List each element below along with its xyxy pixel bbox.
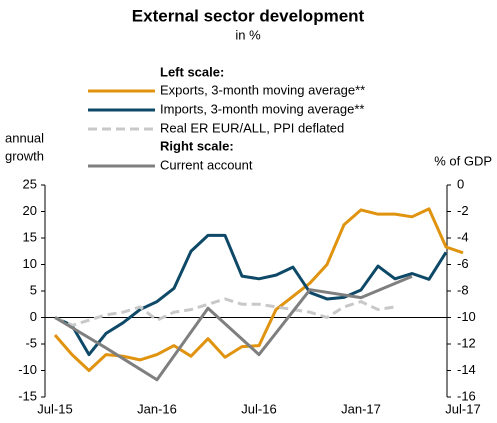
y2-tick-label: -16: [457, 388, 476, 403]
y-tick-label: 0: [30, 309, 37, 324]
y-tick-label: 20: [23, 203, 37, 218]
x-tick-label: Jan-17: [341, 401, 381, 416]
legend-label: Current account: [160, 157, 253, 172]
y2-tick-label: -6: [457, 256, 469, 271]
y-axis-label: annual: [5, 130, 44, 145]
y2-tick-label: -2: [457, 203, 469, 218]
y2-tick-label: -14: [457, 362, 476, 377]
legend-heading: Right scale:: [160, 138, 234, 153]
legend-heading: Left scale:: [160, 64, 224, 79]
y-tick-label: 5: [30, 282, 37, 297]
x-tick-label: Jan-16: [137, 401, 177, 416]
x-tick-label: Jul-15: [37, 401, 72, 416]
y-axis-label: growth: [5, 148, 44, 163]
y-tick-label: -10: [18, 362, 37, 377]
chart-title: External sector development: [132, 6, 365, 25]
y-tick-label: 10: [23, 256, 37, 271]
y2-tick-label: -12: [457, 335, 476, 350]
series-line: [54, 275, 413, 382]
legend-label: Exports, 3-month moving average**: [160, 82, 365, 97]
y-tick-label: -15: [18, 388, 37, 403]
series-line: [53, 207, 464, 372]
x-tick-label: Jul-17: [445, 401, 480, 416]
y2-tick-label: -4: [457, 229, 469, 244]
y2-tick-label: -10: [457, 309, 476, 324]
y-tick-label: 25: [23, 176, 37, 191]
legend-label: Real ER EUR/ALL, PPI deflated: [160, 120, 344, 135]
y2-tick-label: 0: [457, 176, 464, 191]
series-line: [54, 233, 448, 357]
y2-axis-label: % of GDP: [434, 153, 492, 168]
chart-subtitle: in %: [235, 27, 261, 42]
y-tick-label: -5: [25, 335, 37, 350]
y2-tick-label: -8: [457, 282, 469, 297]
series-line: [54, 297, 396, 327]
x-tick-label: Jul-16: [241, 401, 276, 416]
y-tick-label: 15: [23, 229, 37, 244]
legend-label: Imports, 3-month moving average**: [160, 101, 364, 116]
